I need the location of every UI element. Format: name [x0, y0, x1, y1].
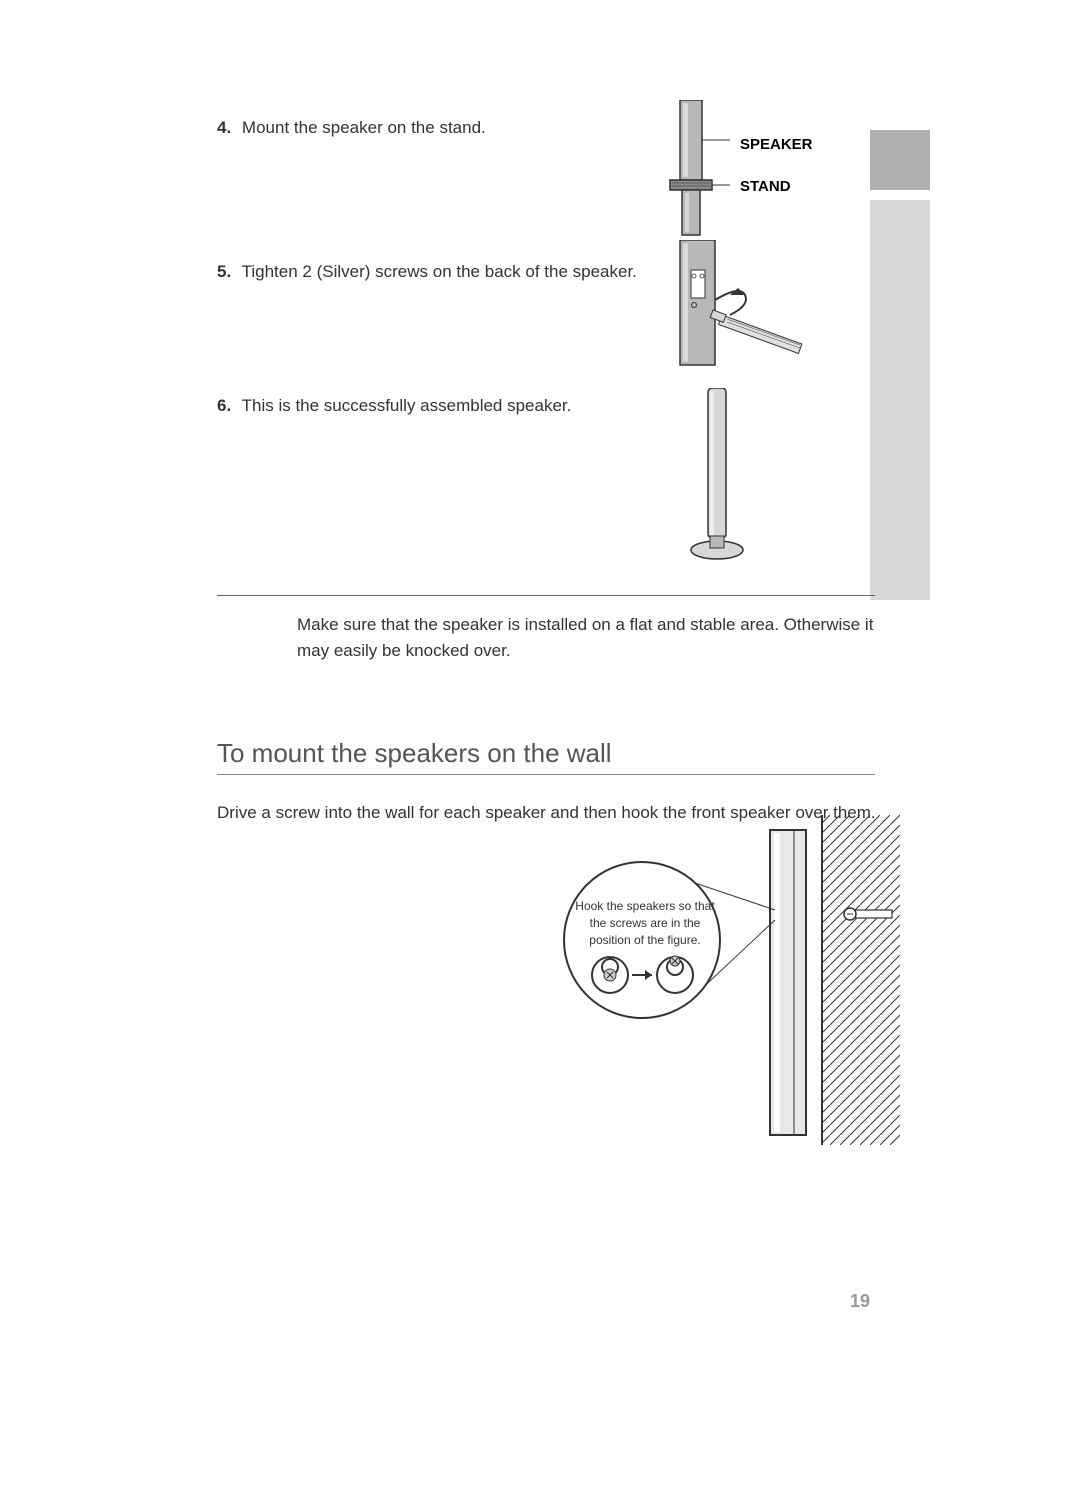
step-5: 5. Tighten 2 (Silver) screws on the back…: [217, 262, 637, 282]
step-4: 4. Mount the speaker on the stand.: [217, 118, 486, 138]
figure-assembled-speaker: [680, 388, 760, 563]
section-title: To mount the speakers on the wall: [217, 738, 612, 769]
note-divider: [217, 595, 875, 596]
step-4-num: 4.: [217, 118, 231, 137]
step-4-text: Mount the speaker on the stand.: [242, 118, 486, 137]
step-5-text: Tighten 2 (Silver) screws on the back of…: [242, 262, 637, 281]
note-text: Make sure that the speaker is installed …: [297, 612, 887, 663]
label-speaker: SPEAKER: [740, 136, 813, 153]
hook-caption-line1: Hook the speakers so that: [575, 899, 714, 913]
step-5-num: 5.: [217, 262, 231, 281]
side-gray-bar: [870, 200, 930, 600]
step-6-text: This is the successfully assembled speak…: [242, 396, 572, 415]
label-stand: STAND: [740, 178, 791, 195]
figure-speaker-stand: [640, 100, 740, 240]
hook-caption-line3: position of the figure.: [589, 933, 700, 947]
page-number: 19: [850, 1291, 870, 1312]
figure-screws-back: [660, 240, 820, 370]
hook-caption-line2: the screws are in the: [590, 916, 701, 930]
step-6-num: 6.: [217, 396, 231, 415]
section-underline: [217, 774, 875, 775]
top-gray-block: [870, 130, 930, 190]
step-6: 6. This is the successfully assembled sp…: [217, 396, 571, 416]
hook-caption: Hook the speakers so that the screws are…: [570, 898, 720, 948]
figure-wall-mount: [560, 815, 900, 1155]
